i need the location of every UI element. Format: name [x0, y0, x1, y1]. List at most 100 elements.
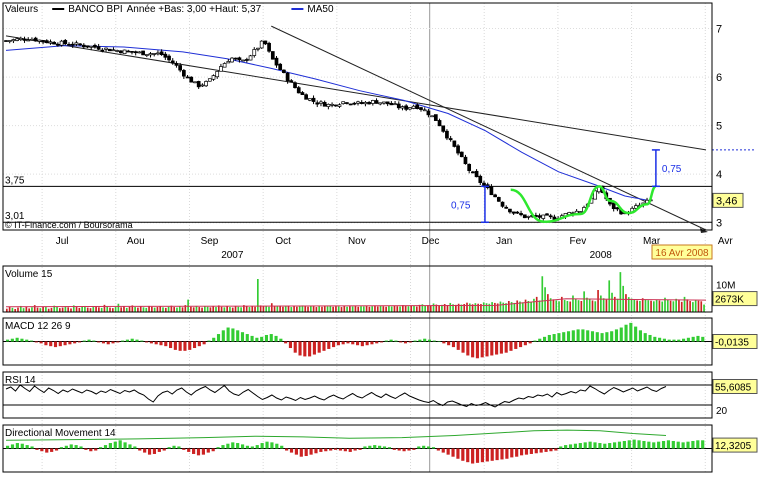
dm-bar: [45, 448, 49, 453]
volume-bar: [641, 298, 644, 312]
candle-down: [522, 214, 527, 219]
volume-bar: [164, 307, 167, 312]
dm-bar: [510, 448, 514, 458]
month-label-0: Jul: [56, 236, 69, 247]
macd-bar: [221, 330, 225, 342]
macd-bar: [566, 331, 571, 342]
dm-bar: [123, 442, 127, 449]
macd-bar: [370, 341, 374, 345]
candle-up: [422, 109, 427, 112]
candle-down: [496, 197, 501, 202]
candle-down: [167, 55, 171, 61]
volume-bar: [351, 306, 354, 312]
month-label-5: Dec: [422, 236, 440, 247]
dm-bar: [378, 445, 382, 449]
candle-up: [337, 104, 342, 107]
year-label-1: 2008: [590, 250, 613, 261]
volume-bar: [273, 306, 276, 312]
volume-bar: [270, 303, 273, 312]
volume-bar: [231, 307, 234, 312]
volume-bar: [321, 306, 323, 312]
volume-bar: [312, 306, 315, 312]
candle-down: [433, 114, 438, 121]
dm-bar: [407, 448, 411, 451]
reference-label-0: 3,75: [5, 175, 25, 186]
volume-bar: [198, 307, 201, 312]
volume-bar: [530, 301, 532, 312]
volume-bar: [477, 303, 479, 312]
volume-bar: [703, 304, 705, 312]
price-panel-frame: [2, 2, 713, 231]
price-tick-label-1: 4: [716, 169, 722, 181]
volume-bar: [84, 305, 86, 312]
macd-bar: [68, 341, 72, 345]
volume-bar: [586, 297, 588, 312]
price-tick-label-4: 7: [716, 24, 722, 36]
volume-bar: [226, 306, 228, 312]
volume-bar: [332, 306, 334, 312]
macd-bar: [447, 341, 451, 346]
candle-up: [408, 107, 412, 110]
volume-bar: [335, 306, 337, 312]
dm-bar: [211, 448, 215, 452]
volume-bar: [647, 300, 650, 312]
volume-bar: [371, 306, 374, 312]
candle-down: [419, 107, 423, 110]
macd-bar: [634, 326, 638, 342]
volume-bar: [45, 307, 47, 312]
dm-bar: [74, 445, 78, 449]
candle-down: [270, 51, 275, 60]
macd-bar: [49, 341, 53, 347]
volume-bar: [505, 303, 507, 312]
dm-bar: [490, 448, 494, 461]
candle-up: [156, 52, 160, 55]
macd-bar: [562, 332, 566, 342]
volume-panel-frame: [2, 265, 713, 313]
dm-bar: [240, 444, 245, 449]
candle-down: [296, 87, 301, 94]
macd-bar: [15, 337, 19, 342]
macd-bar: [499, 341, 503, 354]
month-label-8: Mar: [643, 236, 661, 247]
dm-bar: [147, 448, 152, 455]
volume-bar: [376, 306, 379, 312]
candle-up: [89, 45, 94, 48]
candle-down: [548, 215, 553, 218]
macd-bar: [341, 341, 345, 345]
volume-bar: [125, 307, 128, 312]
dm-bar: [15, 443, 19, 449]
candle-down: [537, 215, 542, 218]
volume-bar: [658, 300, 661, 312]
macd-bar: [408, 341, 412, 343]
dm-bar: [299, 448, 303, 457]
volume-bar: [201, 307, 203, 312]
volume-bar: [117, 303, 120, 312]
macd-bar: [317, 341, 321, 353]
macd-bar: [451, 341, 456, 348]
macd-bar: [212, 337, 216, 342]
macd-bar: [58, 341, 62, 347]
dm-bar: [696, 440, 700, 449]
volume-bar: [360, 306, 362, 312]
volume-bar: [694, 299, 697, 312]
macd-bar: [394, 340, 398, 342]
volume-bar: [81, 306, 83, 312]
candle-down: [289, 80, 294, 83]
volume-bar: [588, 299, 591, 312]
macd-bar: [662, 338, 666, 342]
candle-down: [263, 40, 268, 45]
macd-bar: [240, 332, 245, 342]
volume-bar: [613, 296, 616, 312]
candle-up: [211, 75, 216, 80]
volume-bar: [248, 307, 251, 312]
candle-up: [219, 66, 223, 72]
macd-bar: [384, 340, 388, 342]
volume-bar: [223, 307, 226, 312]
volume-bar: [474, 303, 477, 312]
volume-bar: [309, 305, 312, 312]
volume-bar: [496, 303, 499, 312]
volume-bar: [678, 300, 680, 312]
volume-bar: [452, 304, 454, 312]
candle-up: [18, 37, 23, 40]
candle-down: [159, 51, 164, 56]
